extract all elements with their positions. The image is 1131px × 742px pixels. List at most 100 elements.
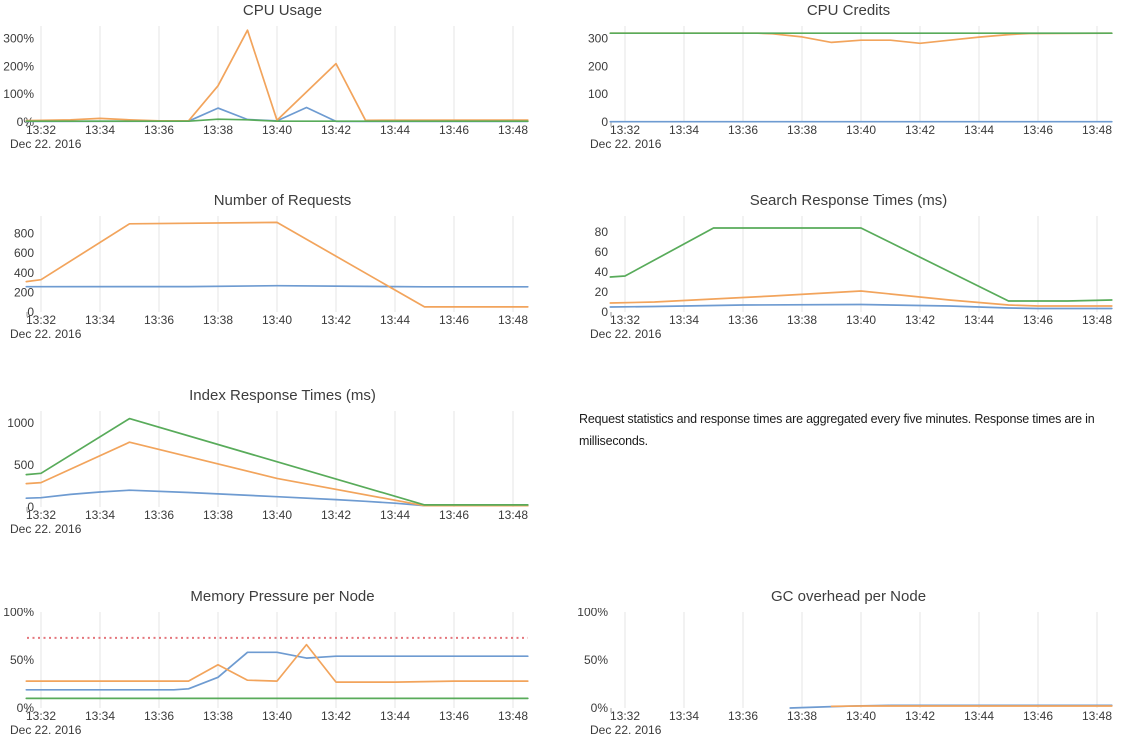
svg-text:Dec 22. 2016: Dec 22. 2016 [10, 723, 82, 737]
svg-text:13:42: 13:42 [321, 123, 351, 137]
svg-text:13:46: 13:46 [1023, 123, 1053, 137]
svg-text:13:44: 13:44 [380, 313, 410, 327]
svg-text:13:44: 13:44 [380, 508, 410, 522]
svg-text:13:46: 13:46 [439, 508, 469, 522]
gc-overhead-plot[interactable]: 13:32 13:34 13:36 13:38 13:40 13:42 13:44 13:46… [566, 608, 1131, 742]
svg-text:13:38: 13:38 [203, 313, 233, 327]
svg-text:13:34: 13:34 [85, 508, 115, 522]
svg-text:13:40: 13:40 [262, 313, 292, 327]
svg-text:0: 0 [601, 115, 608, 129]
cpu-usage-title: CPU Usage [242, 2, 323, 19]
svg-text:13:40: 13:40 [846, 709, 876, 723]
svg-text:200: 200 [588, 59, 608, 73]
svg-text:13:42: 13:42 [905, 123, 935, 137]
svg-text:100%: 100% [577, 608, 608, 619]
svg-text:40: 40 [595, 265, 609, 279]
svg-text:13:36: 13:36 [144, 123, 174, 137]
svg-text:13:32: 13:32 [610, 709, 640, 723]
svg-text:13:36: 13:36 [144, 508, 174, 522]
memory-pressure-title: Memory Pressure per Node [190, 588, 375, 605]
svg-text:Dec 22. 2016: Dec 22. 2016 [590, 137, 662, 151]
svg-text:0%: 0% [17, 115, 35, 129]
svg-text:13:36: 13:36 [728, 709, 758, 723]
svg-text:50%: 50% [584, 653, 608, 667]
svg-text:13:36: 13:36 [144, 709, 174, 723]
svg-text:Dec 22. 2016: Dec 22. 2016 [590, 723, 662, 737]
svg-text:13:46: 13:46 [439, 123, 469, 137]
memory-pressure-chart: Memory Pressure per Node 13:32 13:34 13:36… [0, 586, 565, 742]
cpu-credits-chart: CPU Credits 13:32 13:34 13:36 13:38 13:40 13:… [566, 0, 1131, 156]
svg-text:13:38: 13:38 [787, 313, 817, 327]
svg-text:13:48: 13:48 [1082, 709, 1112, 723]
svg-text:13:46: 13:46 [439, 709, 469, 723]
svg-text:13:48: 13:48 [1082, 123, 1112, 137]
index-response-times-plot[interactable]: 13:32 13:34 13:36 13:38 13:40 13:42 13:44 13:46… [0, 407, 565, 541]
svg-text:13:42: 13:42 [321, 709, 351, 723]
svg-text:13:40: 13:40 [262, 709, 292, 723]
svg-text:13:34: 13:34 [85, 123, 115, 137]
svg-text:300: 300 [588, 32, 608, 46]
svg-text:13:44: 13:44 [964, 123, 994, 137]
svg-text:13:48: 13:48 [498, 313, 528, 327]
svg-text:13:44: 13:44 [380, 709, 410, 723]
svg-text:600: 600 [14, 246, 34, 260]
cpu-credits-title: CPU Credits [806, 2, 891, 19]
svg-text:13:38: 13:38 [787, 709, 817, 723]
number-of-requests-chart: Number of Requests 13:32 13:34 13:36 13:38 1… [0, 190, 565, 346]
aggregation-note: Request statistics and response times ar… [579, 412, 1095, 448]
svg-text:0: 0 [27, 500, 34, 514]
svg-text:200: 200 [14, 285, 34, 299]
index-response-times-title: Index Response Times (ms) [189, 387, 376, 404]
svg-text:13:34: 13:34 [669, 123, 699, 137]
svg-text:0%: 0% [591, 701, 609, 715]
svg-text:13:46: 13:46 [439, 313, 469, 327]
svg-text:13:38: 13:38 [203, 709, 233, 723]
svg-text:800: 800 [14, 227, 34, 241]
svg-text:500: 500 [14, 458, 34, 472]
svg-text:100: 100 [588, 87, 608, 101]
svg-text:13:40: 13:40 [846, 313, 876, 327]
svg-text:20: 20 [595, 285, 609, 299]
svg-text:400: 400 [14, 266, 34, 280]
svg-text:Dec 22. 2016: Dec 22. 2016 [10, 137, 82, 151]
svg-text:13:44: 13:44 [964, 313, 994, 327]
svg-text:13:40: 13:40 [262, 123, 292, 137]
svg-text:13:32: 13:32 [26, 123, 56, 137]
svg-text:13:34: 13:34 [669, 709, 699, 723]
svg-text:13:38: 13:38 [203, 508, 233, 522]
svg-text:13:36: 13:36 [144, 313, 174, 327]
svg-text:200%: 200% [3, 59, 34, 73]
search-response-times-title: Search Response Times (ms) [749, 192, 948, 209]
svg-text:0: 0 [27, 305, 34, 319]
number-of-requests-plot[interactable]: 13:32 13:34 13:36 13:38 13:40 13:42 13:44 13:46… [0, 212, 565, 346]
svg-text:13:32: 13:32 [26, 313, 56, 327]
search-response-times-plot[interactable]: 13:32 13:34 13:36 13:38 13:40 13:42 13:44 13:46… [566, 212, 1131, 346]
gc-overhead-chart: GC overhead per Node 13:32 13:34 13:36 13:3… [566, 586, 1131, 742]
svg-text:13:38: 13:38 [787, 123, 817, 137]
cpu-usage-chart: CPU Usage 13:32 13:34 13:36 13:38 13:40 13:42… [0, 0, 565, 156]
svg-text:100%: 100% [3, 87, 34, 101]
index-response-times-chart: Index Response Times (ms) 13:32 13:34 13:3… [0, 385, 565, 541]
svg-text:100%: 100% [3, 608, 34, 619]
svg-text:80: 80 [595, 225, 609, 239]
svg-text:Dec 22. 2016: Dec 22. 2016 [590, 327, 662, 341]
svg-text:1000: 1000 [7, 416, 34, 430]
svg-text:13:32: 13:32 [26, 709, 56, 723]
svg-text:13:44: 13:44 [380, 123, 410, 137]
svg-text:13:34: 13:34 [669, 313, 699, 327]
svg-text:13:32: 13:32 [26, 508, 56, 522]
memory-pressure-plot[interactable]: 13:32 13:34 13:36 13:38 13:40 13:42 13:44 13:46… [0, 608, 565, 742]
svg-text:13:32: 13:32 [610, 313, 640, 327]
svg-text:13:34: 13:34 [85, 313, 115, 327]
svg-text:13:40: 13:40 [262, 508, 292, 522]
cpu-usage-plot[interactable]: 13:32 13:34 13:36 13:38 13:40 13:42 13:44 13:46… [0, 22, 565, 156]
svg-text:13:34: 13:34 [85, 709, 115, 723]
svg-text:13:42: 13:42 [321, 313, 351, 327]
svg-text:13:36: 13:36 [728, 123, 758, 137]
svg-text:13:46: 13:46 [1023, 709, 1053, 723]
cpu-credits-plot[interactable]: 13:32 13:34 13:36 13:38 13:40 13:42 13:44 13:46… [566, 22, 1131, 156]
svg-text:60: 60 [595, 245, 609, 259]
svg-text:13:48: 13:48 [498, 709, 528, 723]
svg-text:13:42: 13:42 [905, 709, 935, 723]
svg-text:13:42: 13:42 [905, 313, 935, 327]
